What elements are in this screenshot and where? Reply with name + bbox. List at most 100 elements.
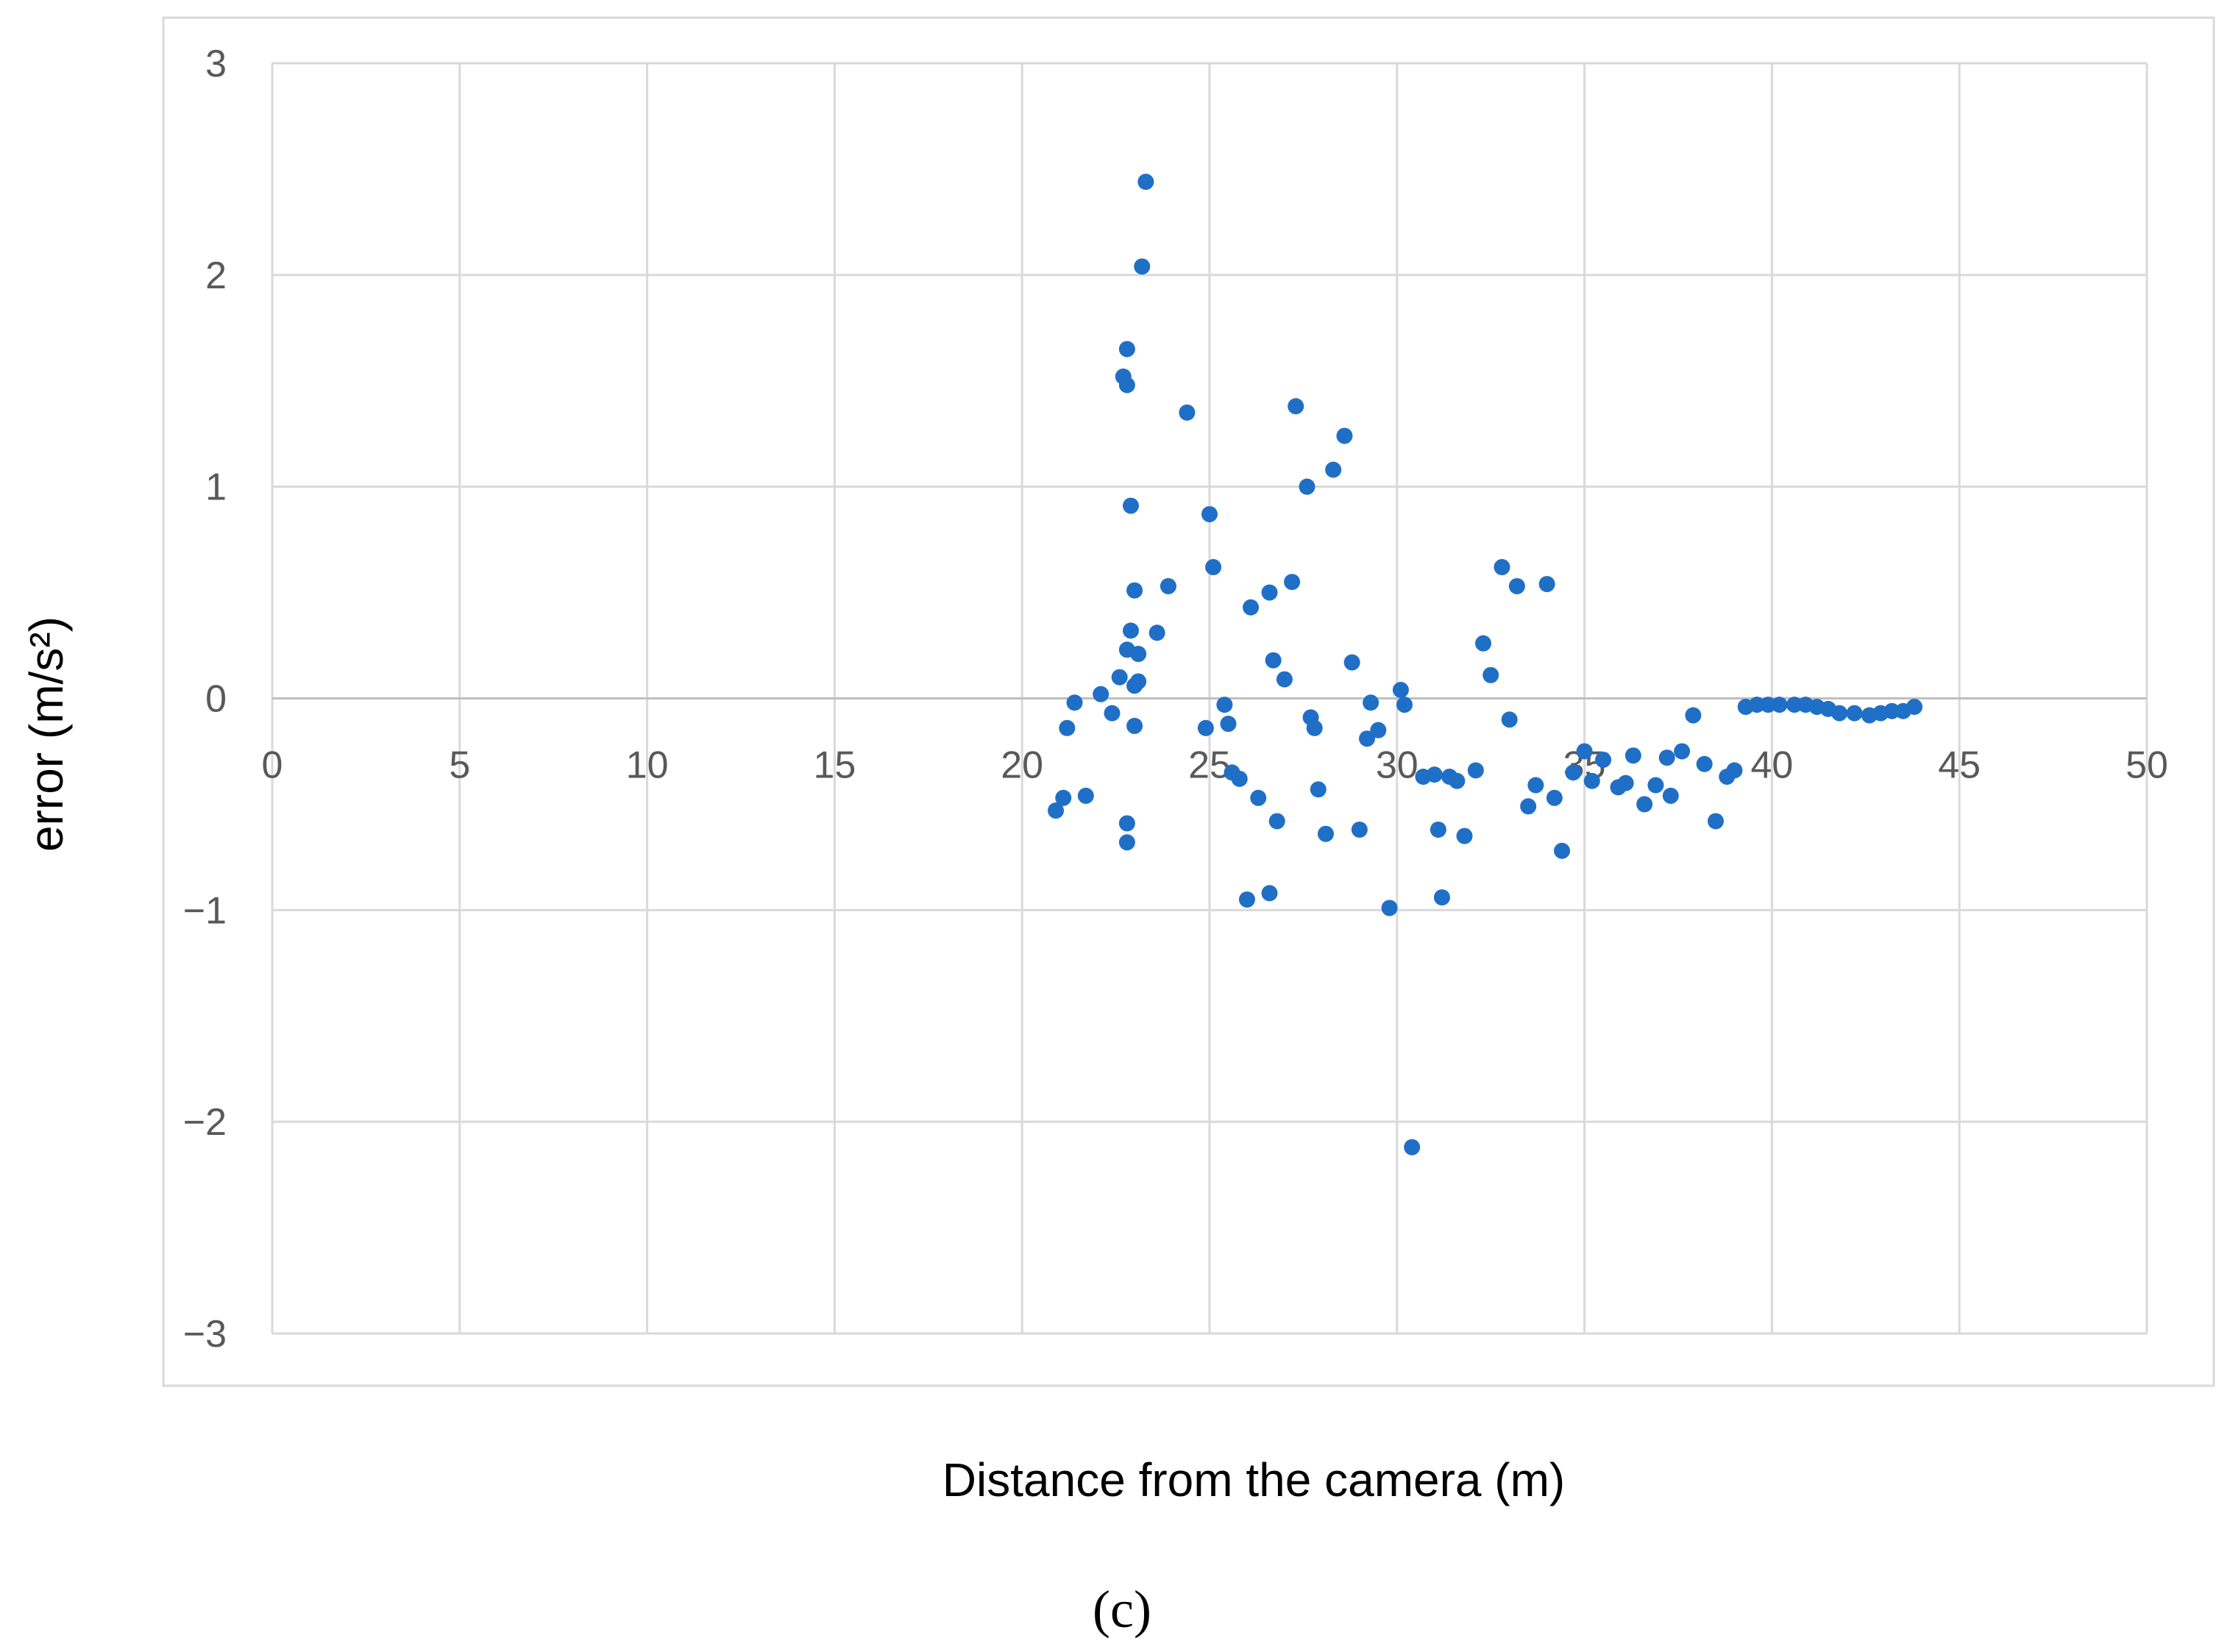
data-point [1426, 766, 1443, 783]
data-point [1093, 686, 1109, 702]
scatter-points [1048, 174, 1923, 1156]
x-tick-label: 25 [1188, 744, 1231, 787]
data-point [1370, 722, 1387, 738]
data-point [1554, 842, 1571, 859]
data-point [1674, 743, 1691, 760]
data-point [1430, 821, 1446, 838]
data-point [1216, 697, 1233, 713]
x-tick-label: 5 [449, 744, 470, 787]
data-point [1243, 599, 1260, 616]
data-point [1696, 755, 1713, 772]
data-point [1494, 559, 1510, 576]
data-point [1130, 673, 1147, 690]
y-tick-label: 3 [205, 43, 227, 85]
x-tick-label: 40 [1750, 744, 1793, 787]
data-point [1658, 750, 1675, 766]
data-point [1276, 671, 1293, 688]
data-point [1846, 705, 1863, 722]
data-point [1059, 719, 1076, 736]
data-point [1520, 798, 1537, 815]
data-point [1482, 666, 1499, 683]
data-point [1396, 697, 1413, 713]
chart-frame [162, 16, 2215, 1387]
data-point [1883, 702, 1900, 719]
data-point [1111, 669, 1128, 686]
x-axis-title: Distance from the camera (m) [942, 1453, 1565, 1506]
data-point [1118, 377, 1135, 394]
data-point [1160, 577, 1176, 594]
x-tick-labels: 0 5 10 15 20 25 30 35 40 45 50 [262, 744, 2168, 787]
data-point [1475, 635, 1492, 652]
y-tick-label: 0 [205, 678, 227, 721]
x-tick-label: 45 [1938, 744, 1981, 787]
data-point [1130, 646, 1147, 663]
data-point [1685, 707, 1702, 724]
data-point [1636, 796, 1653, 813]
data-point [1359, 730, 1376, 747]
data-point [1381, 900, 1398, 916]
data-point [1261, 885, 1278, 902]
data-point [1238, 891, 1255, 908]
y-tick-labels: 3 2 1 0 −1 −2 −3 [183, 43, 227, 1356]
data-point [1576, 743, 1593, 760]
data-point [1055, 789, 1072, 806]
data-point [1205, 559, 1222, 576]
data-point [1786, 697, 1803, 713]
x-tick-label: 20 [1001, 744, 1043, 787]
x-tick-label: 10 [626, 744, 669, 787]
data-point [1392, 681, 1409, 698]
data-point [1336, 427, 1353, 444]
data-point [1624, 747, 1641, 764]
data-point [1583, 772, 1600, 789]
data-point [1456, 827, 1473, 844]
y-axis-title: error (m/s²) [20, 616, 73, 852]
data-point [1231, 770, 1248, 787]
data-point [1299, 478, 1315, 495]
data-point [1118, 341, 1135, 357]
data-point [1501, 711, 1518, 728]
data-point [1122, 497, 1139, 514]
data-point [1906, 699, 1923, 716]
data-point [1546, 789, 1563, 806]
x-tick-label: 50 [2126, 744, 2168, 787]
data-point [1134, 258, 1151, 275]
data-point [1250, 789, 1267, 806]
data-point [1104, 705, 1121, 722]
data-point [1306, 719, 1323, 736]
data-point [1527, 777, 1544, 794]
data-point [1749, 697, 1766, 713]
data-point [1197, 719, 1214, 736]
figure-caption: (c) [1093, 1580, 1151, 1639]
data-point [1595, 751, 1612, 768]
data-point [1310, 781, 1327, 798]
data-point [1048, 802, 1065, 819]
data-point [1284, 574, 1301, 591]
data-point [1066, 694, 1083, 711]
data-point [1137, 174, 1154, 191]
data-point [1325, 461, 1342, 478]
y-tick-label: −1 [183, 889, 227, 932]
data-point [1707, 813, 1724, 830]
data-point [1148, 624, 1165, 641]
data-point [1538, 576, 1555, 593]
data-point [1343, 654, 1360, 671]
data-point [1467, 762, 1484, 779]
x-tick-label: 0 [262, 744, 283, 787]
data-point [1288, 398, 1304, 415]
y-tick-label: 2 [205, 254, 227, 297]
data-point [1118, 834, 1135, 851]
data-point [1351, 821, 1368, 838]
data-point [1201, 506, 1218, 523]
data-point [1565, 764, 1582, 781]
data-point [1220, 716, 1237, 733]
data-point [1662, 787, 1679, 804]
data-point [1268, 813, 1285, 830]
data-point [1126, 582, 1143, 599]
data-point [1261, 584, 1278, 601]
data-point [1760, 697, 1777, 713]
data-point [1118, 815, 1135, 832]
y-tick-label: −2 [183, 1101, 227, 1144]
data-point [1126, 717, 1143, 734]
data-point [1433, 889, 1450, 906]
